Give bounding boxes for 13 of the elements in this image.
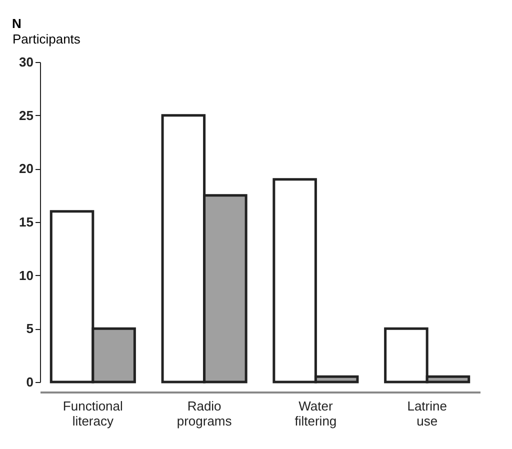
- x-tick-label: Functional literacy: [62, 398, 124, 428]
- chart-title: N: [12, 16, 22, 31]
- x-tick-label: Radio programs: [176, 398, 232, 428]
- x-tick-label: Water filtering: [294, 398, 337, 428]
- y-axis-title: Participants: [12, 32, 81, 46]
- y-tick-label: 30: [19, 54, 34, 70]
- y-tick-label: 10: [19, 268, 34, 283]
- y-tick-label: 15: [19, 214, 34, 230]
- x-tick-label: Latrine use: [407, 398, 447, 428]
- y-tick-label: 0: [26, 374, 34, 390]
- y-tick-label: 5: [26, 321, 34, 336]
- y-tick-label: 20: [19, 161, 34, 176]
- y-tick-label: 25: [19, 108, 34, 123]
